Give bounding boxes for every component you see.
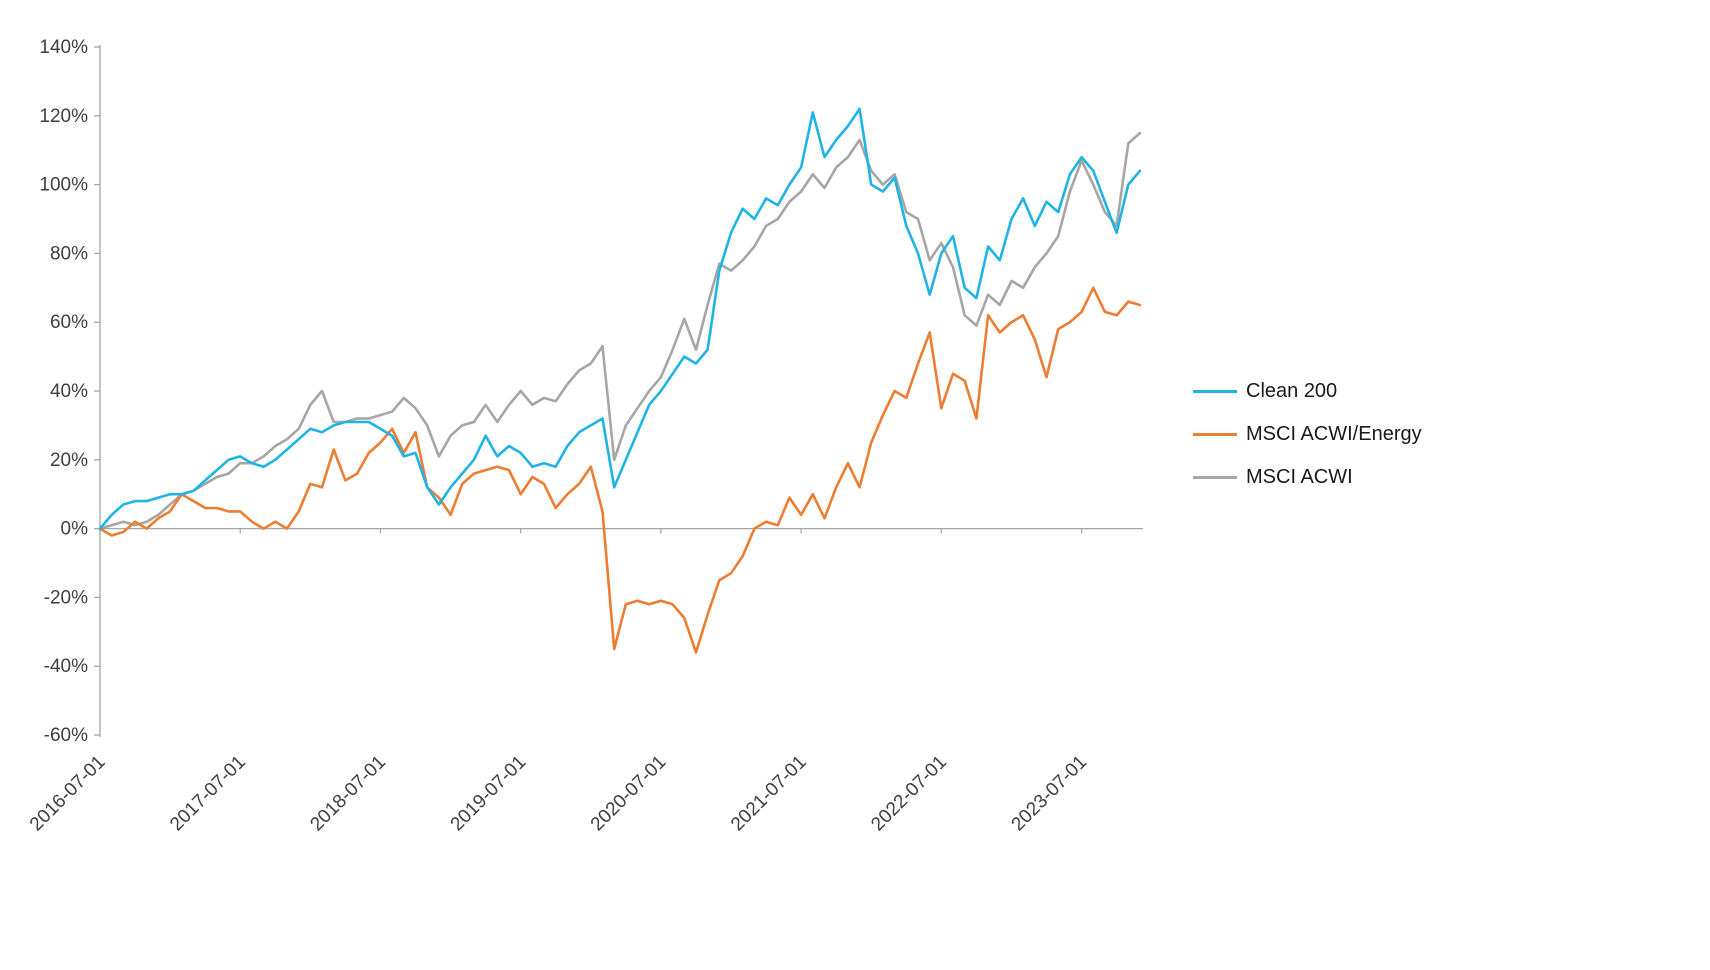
x-axis-label: 2018-07-01 <box>306 752 390 836</box>
y-axis-label: 80% <box>50 243 88 264</box>
legend-item: MSCI ACWI/Energy <box>1193 421 1422 447</box>
legend-item: Clean 200 <box>1193 378 1422 404</box>
y-axis-label: 140% <box>39 37 88 58</box>
legend-line-swatch <box>1193 389 1237 393</box>
y-axis-label: 100% <box>39 175 88 196</box>
y-axis-label: 60% <box>50 312 88 333</box>
legend-label: MSCI ACWI <box>1246 466 1353 488</box>
x-axis-label: 2020-07-01 <box>587 752 671 836</box>
legend-label: Clean 200 <box>1246 380 1338 402</box>
series-line-msci-acwi <box>98 131 1142 530</box>
chart-legend: Clean 200 MSCI ACWI/Energy MSCI ACWI <box>1193 378 1422 490</box>
y-axis-label: -40% <box>44 656 88 677</box>
legend-line-swatch <box>1193 432 1237 436</box>
y-axis-label: 120% <box>39 106 88 127</box>
y-axis-label: -60% <box>44 725 88 746</box>
x-axis-label: 2016-07-01 <box>26 752 110 836</box>
series-line-msci-acwi-energy <box>98 286 1142 654</box>
legend-item: MSCI ACWI <box>1193 464 1422 490</box>
legend-line-swatch <box>1193 475 1237 479</box>
y-axis-label: -20% <box>44 587 88 608</box>
x-axis-label: 2022-07-01 <box>867 752 951 836</box>
y-axis-label: 0% <box>61 519 89 540</box>
series-line-clean-200 <box>98 107 1142 530</box>
x-axis-label: 2021-07-01 <box>727 752 811 836</box>
y-axis-label: 40% <box>50 381 88 402</box>
x-axis-label: 2019-07-01 <box>447 752 531 836</box>
x-axis-label: 2017-07-01 <box>166 752 250 836</box>
x-axis-label: 2023-07-01 <box>1008 752 1092 836</box>
y-axis-label: 20% <box>50 450 88 471</box>
legend-label: MSCI ACWI/Energy <box>1246 423 1422 445</box>
